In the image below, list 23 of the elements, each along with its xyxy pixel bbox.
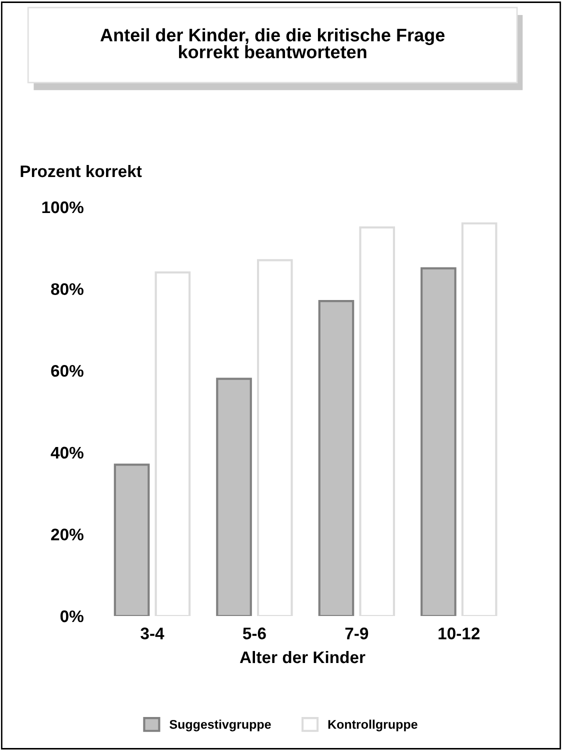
y-tick-label: 40% — [50, 446, 84, 459]
bar — [359, 226, 396, 616]
x-tick-label: 5-6 — [242, 628, 266, 640]
legend-label: Suggestivgruppe — [170, 720, 271, 732]
bar — [318, 300, 354, 616]
legend-label: Kontrollgruppe — [328, 720, 418, 732]
chart-title: Anteil der Kinder, die die kritische Frage korrekt beantworteten — [100, 28, 445, 58]
bar — [216, 378, 252, 616]
y-tick-label: 80% — [51, 283, 84, 296]
bar — [114, 464, 150, 616]
y-tick-label: 100% — [42, 201, 84, 214]
bar — [256, 259, 293, 616]
y-tick-label: 0% — [60, 610, 84, 622]
x-tick-label: 3-4 — [140, 628, 164, 640]
x-tick-label: 10-12 — [438, 628, 480, 640]
bar — [420, 267, 456, 616]
bar — [461, 222, 498, 616]
x-tick-label: 7-9 — [345, 628, 368, 640]
x-axis-title: Alter der Kinder — [240, 650, 366, 664]
y-tick-label: 60% — [51, 365, 84, 377]
y-tick-label: 20% — [51, 528, 84, 540]
bar — [154, 271, 191, 616]
y-axis-title: Prozent korrekt — [20, 164, 142, 178]
